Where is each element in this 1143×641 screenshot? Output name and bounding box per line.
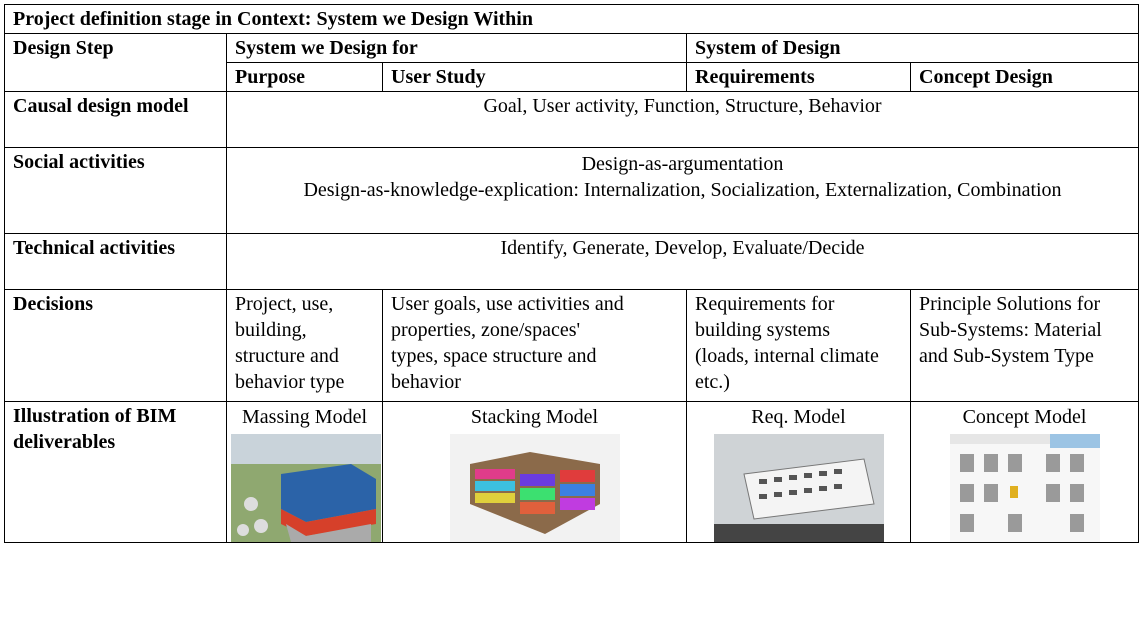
- illustration-cell: Stacking Model: [382, 401, 687, 543]
- row-label: Technical activities: [4, 233, 227, 290]
- header-cell: System we Design for: [226, 33, 687, 63]
- text-line: Identify, Generate, Develop, Evaluate/De…: [500, 237, 865, 259]
- illustration-cell: Req. Model: [686, 401, 911, 543]
- row-label: Decisions: [4, 289, 227, 402]
- stacking-image: [449, 434, 620, 542]
- concept-image: [949, 434, 1100, 542]
- decision-cell: User goals, use activities and propertie…: [382, 289, 687, 402]
- page: Project definition stage in Context: Sys…: [0, 4, 1143, 641]
- text-line: Design-as-argumentation: [581, 153, 784, 175]
- row-label: Causal design model: [4, 91, 227, 148]
- decision-cell: Principle Solutions for Sub-Systems: Mat…: [909, 289, 1140, 402]
- header-cell: Concept Design: [909, 62, 1140, 92]
- illustration-cell: Concept Model: [909, 401, 1140, 543]
- design-table: Project definition stage in Context: Sys…: [3, 4, 1140, 543]
- text-line: Goal, User activity, Function, Structure…: [483, 95, 882, 117]
- row-text: Design-as-argumentation Design-as-knowled…: [225, 147, 1140, 234]
- caption: Massing Model: [242, 406, 367, 428]
- header-cell: Requirements: [686, 62, 911, 92]
- table-title: Project definition stage in Context: Sys…: [3, 4, 1140, 34]
- row-label: Illustration of BIM deliverables: [4, 401, 227, 543]
- requirements-image: [713, 434, 884, 542]
- caption: Stacking Model: [470, 406, 599, 428]
- massing-image: [231, 434, 381, 542]
- decision-cell: Requirements for building systems (loads…: [686, 289, 911, 402]
- row-text: Goal, User activity, Function, Structure…: [225, 91, 1140, 148]
- header-cell: Purpose: [226, 62, 383, 92]
- row-text: Identify, Generate, Develop, Evaluate/De…: [225, 233, 1140, 290]
- decision-cell: Project, use, building, structure and be…: [226, 289, 383, 402]
- row-label: Social activities: [4, 147, 227, 234]
- caption: Req. Model: [751, 406, 846, 428]
- illustration-cell: Massing Model: [226, 401, 383, 543]
- header-cell: User Study: [382, 62, 687, 92]
- text-line: Design-as-knowledge-explication: Interna…: [303, 179, 1062, 201]
- caption: Concept Model: [962, 406, 1087, 428]
- header-cell: Design Step: [4, 33, 227, 92]
- header-cell: System of Design: [685, 33, 1140, 63]
